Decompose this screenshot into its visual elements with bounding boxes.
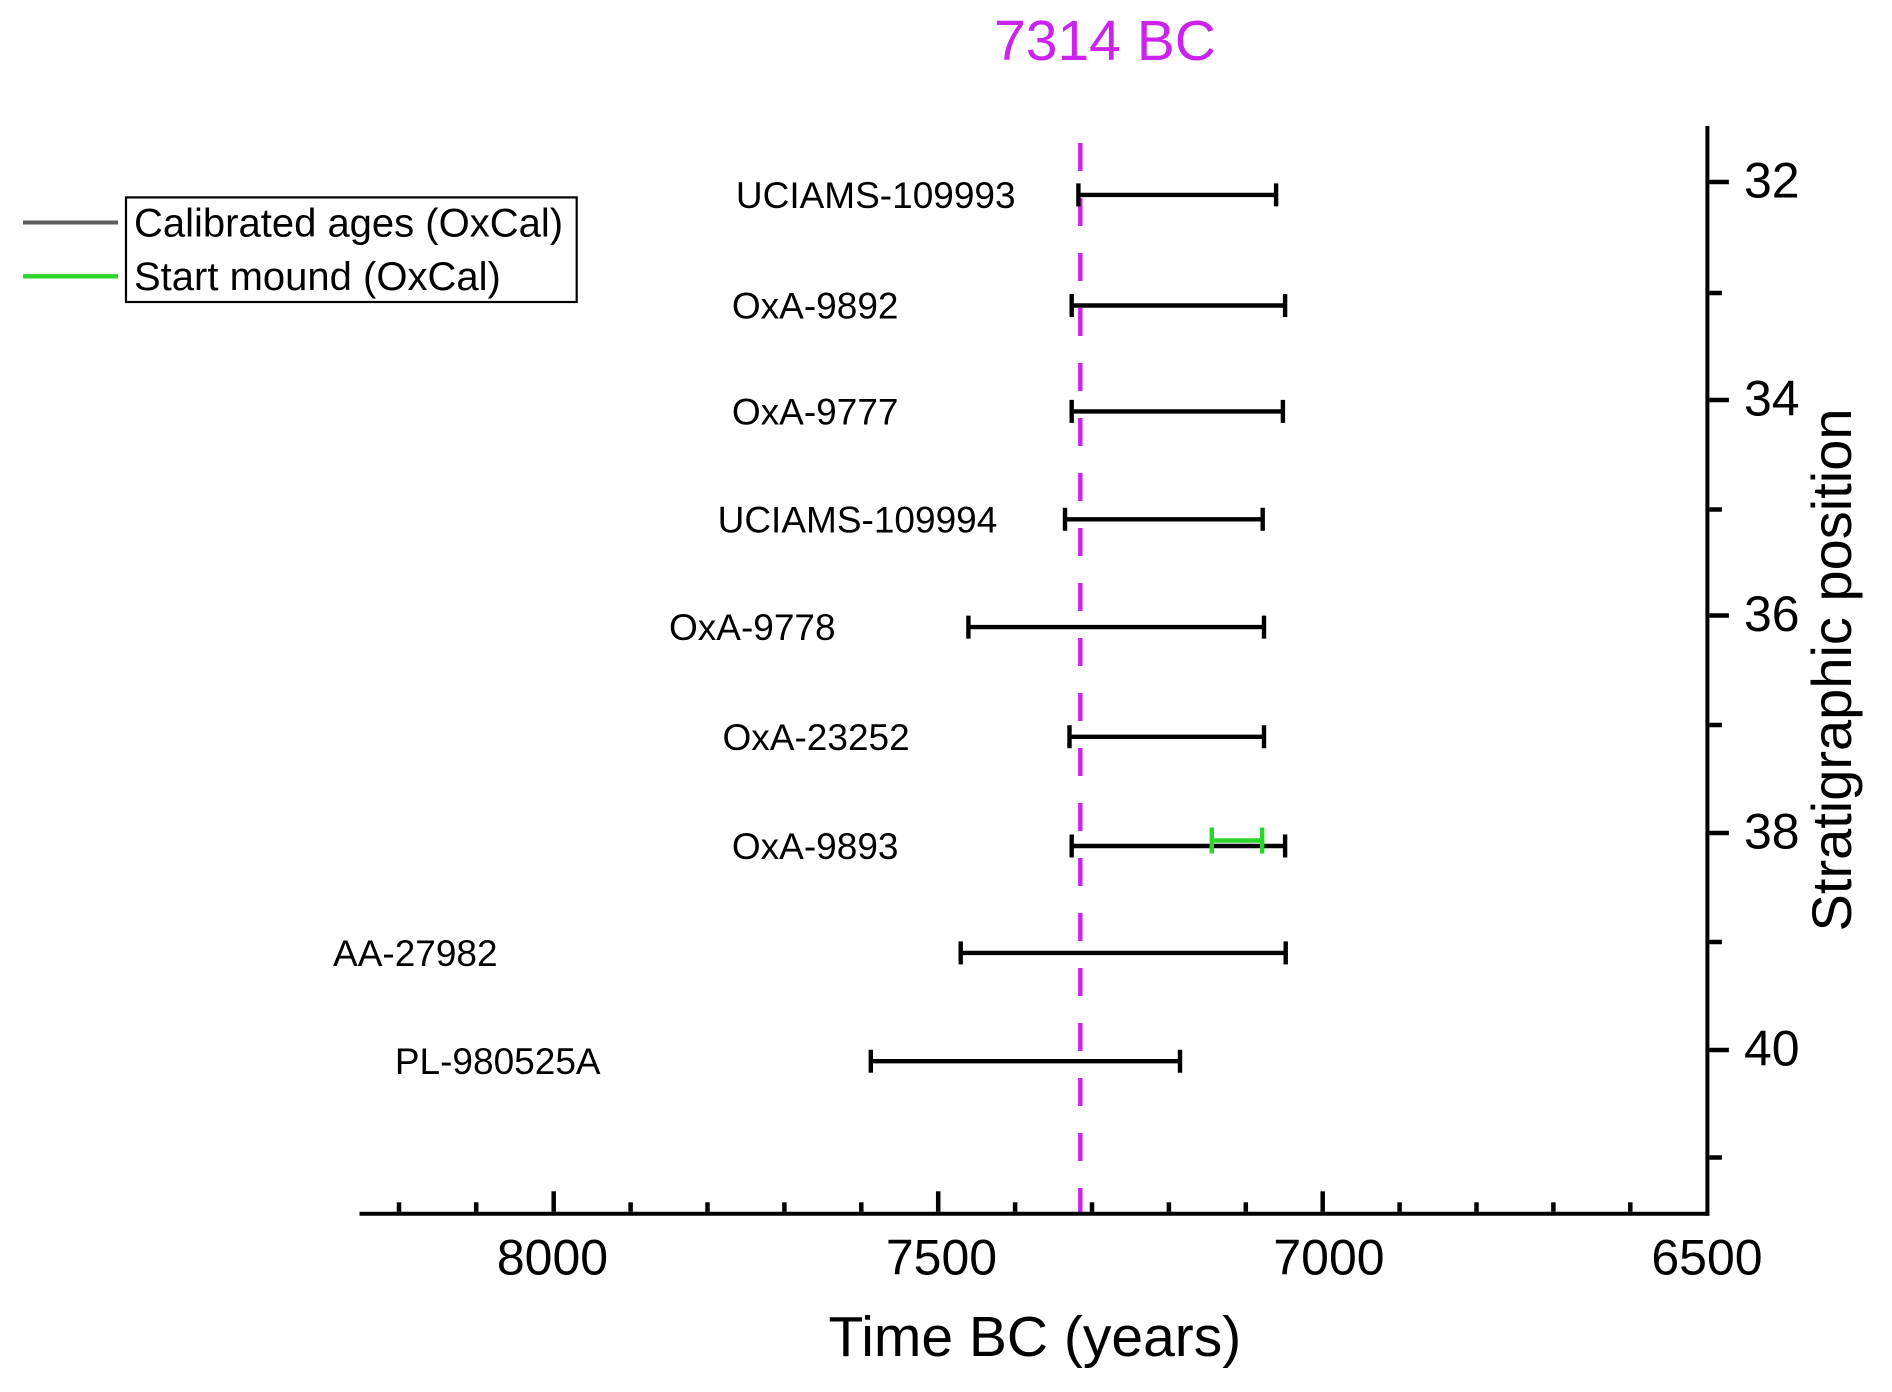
svg-text:40: 40 <box>1744 1021 1800 1077</box>
svg-text:Time BC (years): Time BC (years) <box>829 1305 1242 1369</box>
svg-text:PL-980525A: PL-980525A <box>395 1041 601 1082</box>
svg-text:OxA-9892: OxA-9892 <box>732 286 899 327</box>
svg-text:Stratigraphic position: Stratigraphic position <box>1800 409 1863 932</box>
svg-text:Calibrated ages (OxCal): Calibrated ages (OxCal) <box>134 202 563 246</box>
svg-text:36: 36 <box>1744 586 1800 642</box>
svg-text:AA-27982: AA-27982 <box>333 933 498 974</box>
svg-text:7000: 7000 <box>1273 1230 1384 1286</box>
svg-text:32: 32 <box>1744 153 1800 209</box>
svg-text:7500: 7500 <box>886 1230 997 1286</box>
svg-text:38: 38 <box>1744 804 1800 860</box>
svg-text:OxA-9777: OxA-9777 <box>732 391 899 432</box>
svg-text:7314 BC: 7314 BC <box>994 9 1216 73</box>
svg-text:UCIAMS-109993: UCIAMS-109993 <box>736 175 1016 216</box>
svg-text:34: 34 <box>1744 371 1800 427</box>
svg-text:OxA-9778: OxA-9778 <box>669 607 836 648</box>
svg-text:8000: 8000 <box>497 1230 608 1286</box>
svg-text:OxA-23252: OxA-23252 <box>723 717 910 758</box>
svg-text:UCIAMS-109994: UCIAMS-109994 <box>718 499 998 540</box>
svg-text:Start mound (OxCal): Start mound (OxCal) <box>134 255 501 299</box>
svg-text:6500: 6500 <box>1651 1230 1762 1286</box>
svg-text:OxA-9893: OxA-9893 <box>732 826 899 867</box>
